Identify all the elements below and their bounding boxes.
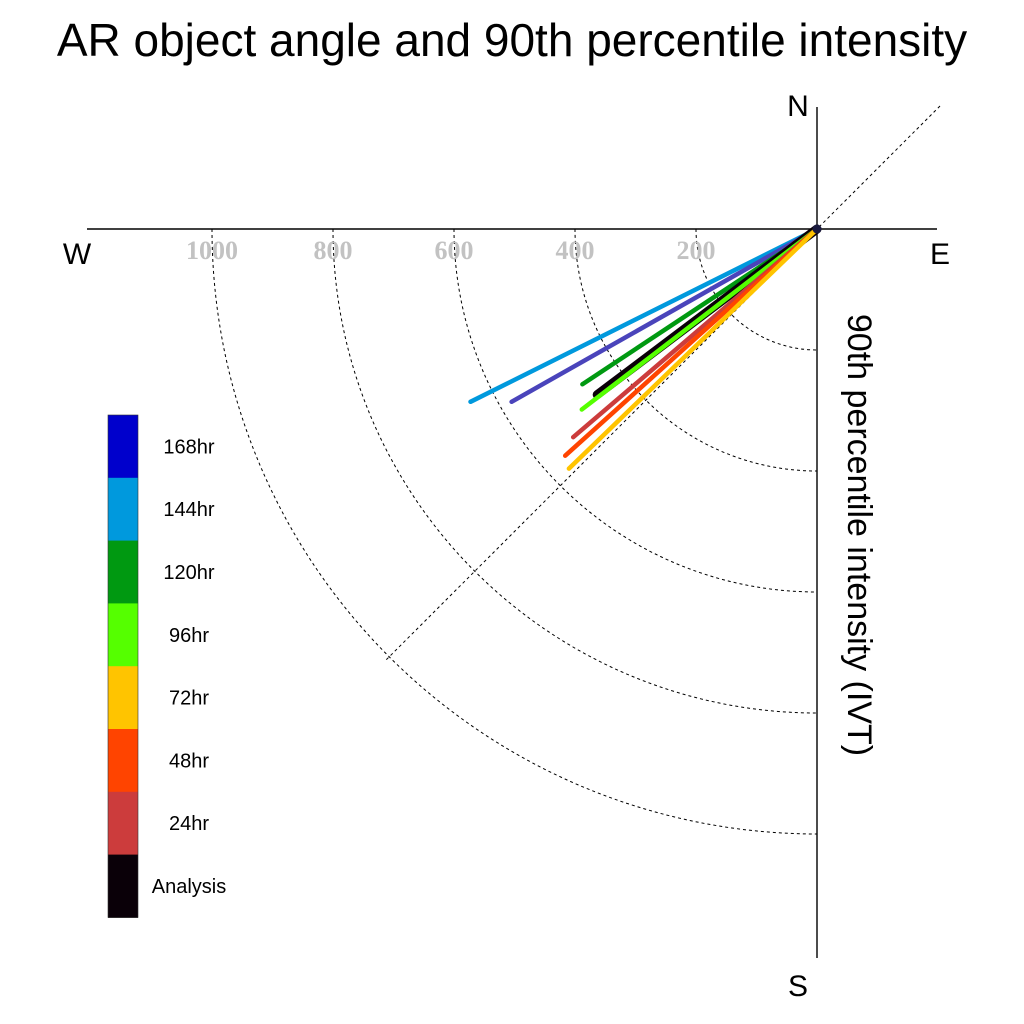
series-line-72hr	[566, 226, 820, 471]
radial-grid-arc	[211, 228, 818, 835]
legend-swatch	[108, 791, 138, 856]
legend-label: 72hr	[169, 688, 209, 710]
radial-tick-label: 800	[314, 236, 353, 265]
compass-north: N	[787, 90, 809, 123]
legend-border	[107, 414, 139, 918]
polar-grid	[87, 105, 941, 958]
radial-grid-arc	[695, 228, 818, 351]
legend-swatch	[108, 729, 138, 793]
radial-tick-labels: 200 400 600 800 1000	[186, 236, 716, 265]
legend-label: 120hr	[163, 562, 214, 584]
compass-west: W	[63, 238, 92, 271]
radial-grid-arc	[332, 228, 818, 714]
radial-tick-label: 1000	[186, 236, 238, 265]
y-axis-label: 90th percentile intensity (IVT)	[840, 314, 878, 756]
legend-label: 144hr	[163, 499, 214, 521]
legend-label: 24hr	[169, 813, 209, 835]
radial-tick-label: 600	[435, 236, 474, 265]
diagonal-reference-line	[385, 105, 941, 661]
legend-label: Analysis	[152, 876, 226, 898]
legend: 168hr 144hr 120hr 96hr 72hr 48hr 24hr Analysis	[107, 414, 226, 918]
chart-title: AR object angle and 90th percentile inte…	[57, 14, 967, 66]
legend-swatch	[108, 666, 138, 730]
compass-east: E	[930, 238, 950, 271]
legend-swatch	[108, 854, 138, 918]
legend-swatch	[108, 540, 138, 604]
radial-tick-label: 200	[677, 236, 716, 265]
legend-swatch	[108, 415, 138, 479]
legend-label: 48hr	[169, 750, 209, 772]
series-line-144hr	[468, 226, 820, 405]
legend-label: 96hr	[169, 625, 209, 647]
legend-swatch	[108, 603, 138, 667]
series-line-96hr	[579, 226, 820, 412]
legend-swatch	[108, 477, 138, 542]
series-lines	[468, 224, 822, 471]
legend-label: 168hr	[163, 436, 214, 458]
radial-grid-arc	[574, 228, 818, 472]
origin-marker	[812, 224, 822, 234]
radial-grid-arc	[453, 228, 818, 593]
series-line-168hr	[509, 226, 820, 405]
compass-south: S	[788, 970, 808, 1003]
radial-tick-label: 400	[556, 236, 595, 265]
